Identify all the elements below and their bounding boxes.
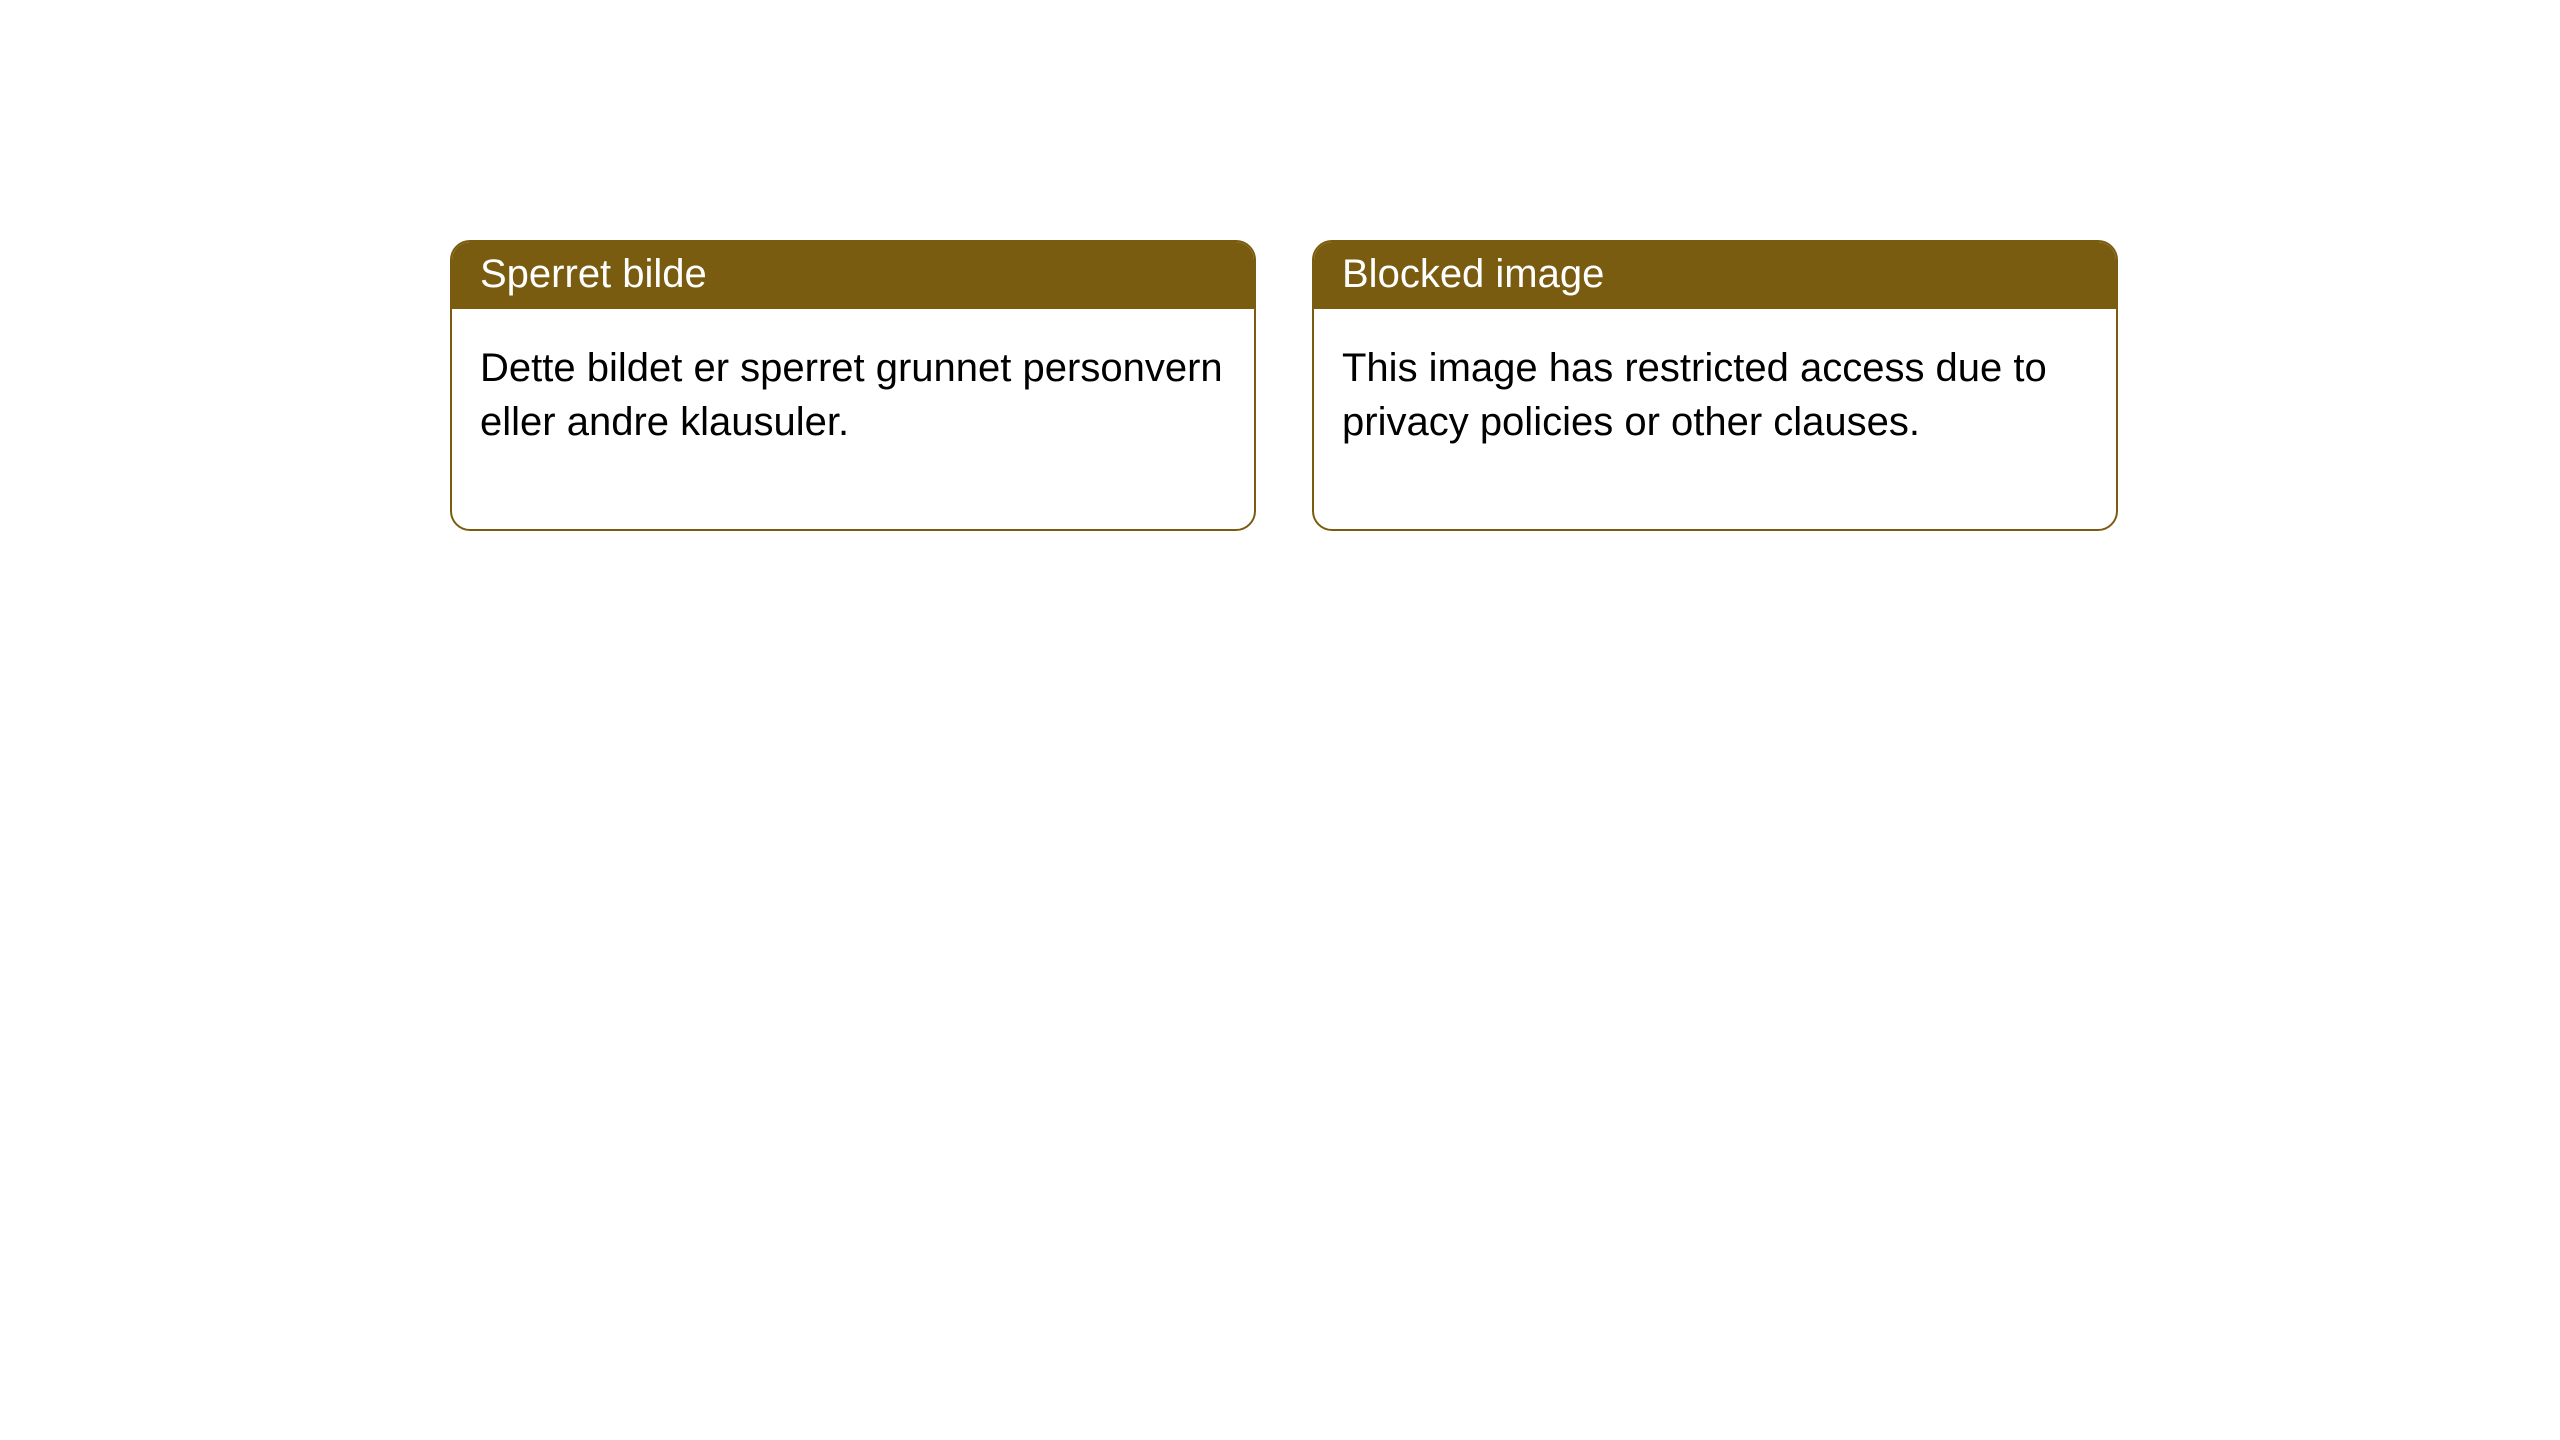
notice-card-english: Blocked image This image has restricted …: [1312, 240, 2118, 531]
notice-container: Sperret bilde Dette bildet er sperret gr…: [450, 240, 2118, 531]
notice-header: Blocked image: [1314, 242, 2116, 309]
notice-body-text: Dette bildet er sperret grunnet personve…: [480, 346, 1223, 444]
notice-title: Sperret bilde: [480, 252, 707, 296]
notice-header: Sperret bilde: [452, 242, 1254, 309]
notice-card-norwegian: Sperret bilde Dette bildet er sperret gr…: [450, 240, 1256, 531]
notice-body: This image has restricted access due to …: [1314, 309, 2116, 529]
notice-body-text: This image has restricted access due to …: [1342, 346, 2047, 444]
notice-title: Blocked image: [1342, 252, 1604, 296]
notice-body: Dette bildet er sperret grunnet personve…: [452, 309, 1254, 529]
